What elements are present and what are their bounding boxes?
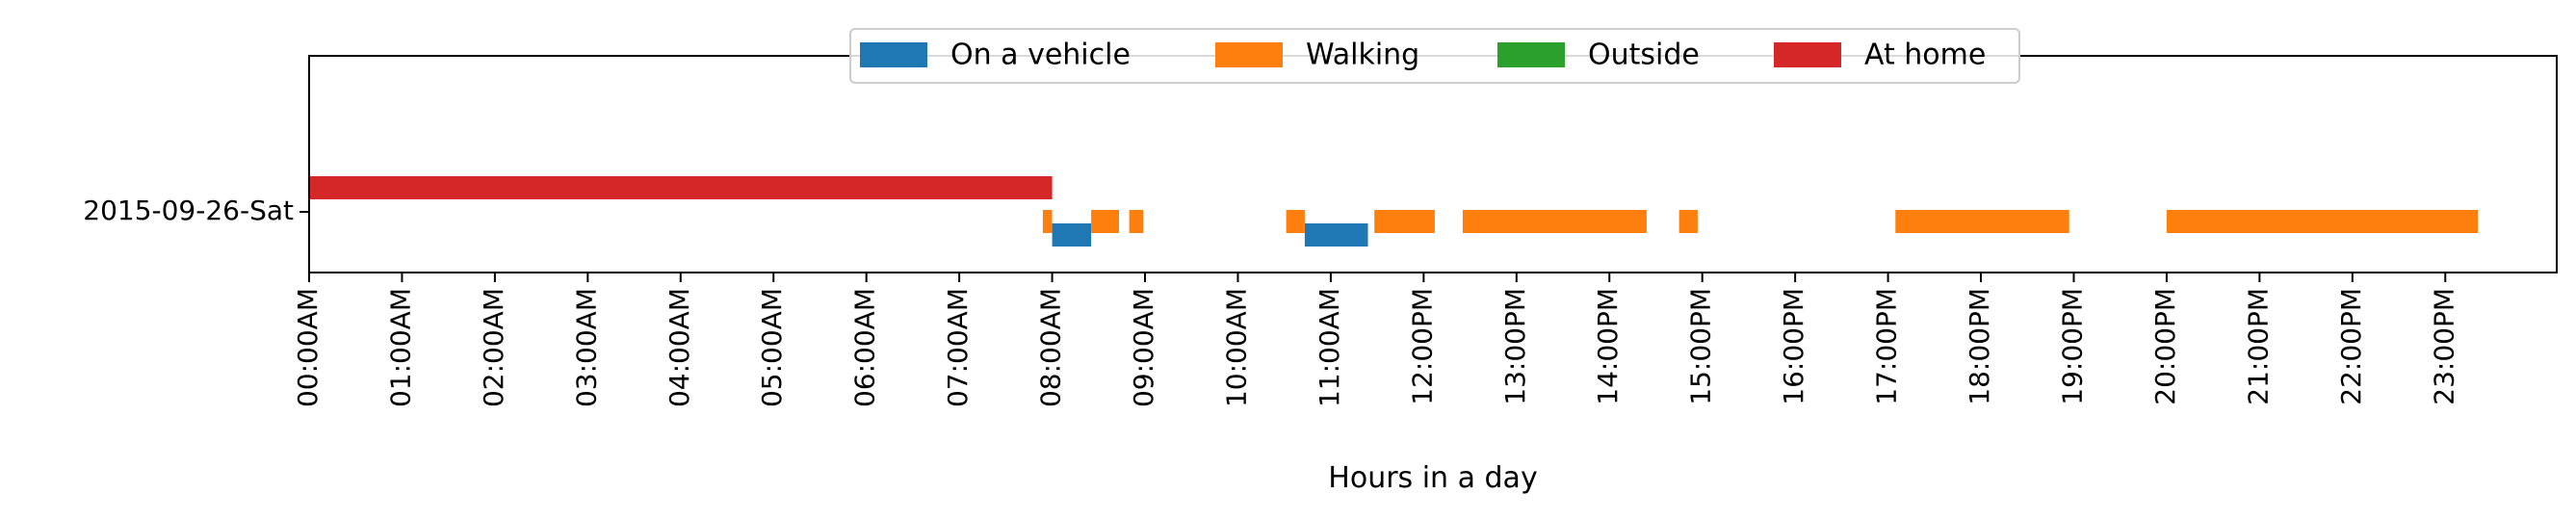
bar-walking-8 [2166,210,2478,233]
legend-label-on-a-vehicle: On a vehicle [950,39,1131,72]
x-tick-label: 10:00AM [1220,288,1252,407]
legend-swatch-outside [1497,42,1565,67]
x-tick-label: 16:00PM [1778,288,1809,405]
x-tick-label: 06:00AM [849,288,881,407]
x-tick-label: 03:00AM [570,288,602,407]
legend-swatch-at-home [1774,42,1841,67]
x-tick-label: 11:00AM [1314,288,1345,407]
legend: On a vehicle Walking Outside At home [849,28,2020,84]
x-tick-label: 23:00PM [2428,288,2459,405]
y-category-label: 2015-09-26-Sat [83,195,294,226]
x-tick-label: 20:00PM [2149,288,2181,405]
x-tick-label: 01:00AM [384,288,416,407]
x-axis: 00:00AM 01:00AM 02:00AM 03:00AM 04:00AM 05:00… [292,273,2459,407]
x-tick-label: 19:00PM [2056,288,2088,405]
legend-box [849,28,2020,84]
bar-walking-1 [1091,210,1119,233]
bar-walking-7 [1895,210,2069,233]
x-tick-label: 14:00PM [1592,288,1624,405]
x-tick-label: 21:00PM [2242,288,2274,405]
bar-walking-4 [1374,210,1435,233]
legend-swatch-on-a-vehicle [860,42,927,67]
bars-layer [309,176,2478,247]
x-tick-label: 09:00AM [1128,288,1159,407]
x-tick-label: 22:00PM [2335,288,2367,405]
x-tick-label: 05:00AM [756,288,788,407]
x-tick-label: 04:00AM [664,288,695,407]
x-tick-label: 02:00AM [478,288,509,407]
x-tick-label: 07:00AM [942,288,974,407]
bar-walking-5 [1462,210,1647,233]
bar-walking-0 [1042,210,1053,233]
x-tick-label: 00:00AM [292,288,324,407]
x-tick-label: 18:00PM [1964,288,1995,405]
x-tick-label: 12:00PM [1406,288,1438,405]
legend-label-at-home: At home [1864,39,1986,72]
x-tick-label: 13:00PM [1499,288,1531,405]
legend-swatch-walking [1215,42,1283,67]
legend-label-walking: Walking [1306,39,1419,72]
x-tick-label: 15:00PM [1685,288,1717,405]
y-axis: 2015-09-26-Sat [83,195,309,226]
bar-at-home-0 [309,176,1053,199]
legend-label-outside: Outside [1588,39,1700,72]
x-tick-label: 17:00PM [1871,288,1903,405]
bar-on-a-vehicle-1 [1304,223,1368,247]
x-axis-label: Hours in a day [1328,461,1537,495]
bar-walking-6 [1678,210,1698,233]
bar-on-a-vehicle-0 [1052,223,1092,247]
bar-walking-3 [1286,210,1305,233]
bar-walking-2 [1129,210,1144,233]
x-tick-label: 08:00AM [1035,288,1067,407]
